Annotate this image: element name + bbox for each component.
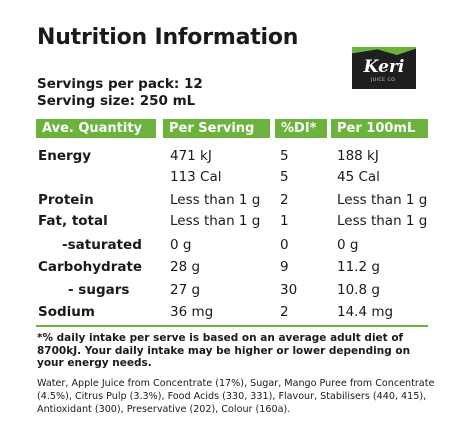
logo-brand-text: Keri — [363, 57, 405, 77]
logo-leaf-icon — [352, 47, 416, 55]
header-di: %DI* — [275, 119, 327, 138]
row-per-100ml: Less than 1 g — [337, 192, 428, 208]
table-row: 113 Cal 5 45 Cal — [0, 167, 460, 187]
ingredients-list: Water, Apple Juice from Concentrate (17%… — [37, 378, 435, 415]
table-row: -saturated 0 g 0 0 g — [0, 235, 460, 255]
row-label: - sugars — [68, 282, 130, 298]
row-per-serving: 0 g — [170, 237, 192, 253]
header-per-serving: Per Serving — [163, 119, 270, 138]
table-row: Sodium 36 mg 2 14.4 mg — [0, 302, 460, 322]
servings-per-pack: Servings per pack: 12 — [37, 76, 203, 92]
row-per-serving: 27 g — [170, 282, 201, 298]
row-label: Energy — [38, 148, 92, 164]
table-row: Protein Less than 1 g 2 Less than 1 g — [0, 190, 460, 210]
brand-logo: Keri JUICE CO. — [352, 47, 416, 89]
logo-subtitle: JUICE CO. — [371, 78, 397, 83]
row-label: Carbohydrate — [38, 259, 143, 275]
row-per-serving: 28 g — [170, 259, 201, 275]
row-di: 5 — [280, 148, 289, 164]
page-title: Nutrition Information — [37, 25, 299, 50]
row-label: Fat, total — [38, 213, 108, 229]
row-label: Protein — [38, 192, 94, 208]
row-label: Sodium — [38, 304, 95, 320]
row-per-serving: Less than 1 g — [170, 192, 261, 208]
row-di: 2 — [280, 304, 289, 320]
row-di: 9 — [280, 259, 289, 275]
row-di: 5 — [280, 169, 289, 185]
row-per-100ml: 188 kJ — [337, 148, 379, 164]
row-di: 0 — [280, 237, 289, 253]
row-label: -saturated — [62, 237, 142, 253]
table-row: Fat, total Less than 1 g 1 Less than 1 g — [0, 211, 460, 231]
row-di: 2 — [280, 192, 289, 208]
table-row: - sugars 27 g 30 10.8 g — [0, 280, 460, 300]
serving-size: Serving size: 250 mL — [37, 93, 196, 109]
row-per-100ml: 14.4 mg — [337, 304, 394, 320]
row-per-serving: 36 mg — [170, 304, 214, 320]
table-row: Carbohydrate 28 g 9 11.2 g — [0, 257, 460, 277]
table-row: Energy 471 kJ 5 188 kJ — [0, 146, 460, 166]
row-di: 30 — [280, 282, 298, 298]
table-bottom-rule — [36, 325, 428, 327]
header-per-100ml: Per 100mL — [331, 119, 428, 138]
row-per-serving: Less than 1 g — [170, 213, 261, 229]
daily-intake-footnote: *% daily intake per serve is based on an… — [37, 332, 411, 369]
row-per-100ml: Less than 1 g — [337, 213, 428, 229]
header-ave-quantity: Ave. Quantity — [36, 119, 156, 138]
row-per-100ml: 11.2 g — [337, 259, 380, 275]
row-per-100ml: 45 Cal — [337, 169, 380, 185]
row-per-100ml: 10.8 g — [337, 282, 380, 298]
row-per-100ml: 0 g — [337, 237, 359, 253]
row-per-serving: 471 kJ — [170, 148, 212, 164]
row-per-serving: 113 Cal — [170, 169, 222, 185]
row-di: 1 — [280, 213, 289, 229]
